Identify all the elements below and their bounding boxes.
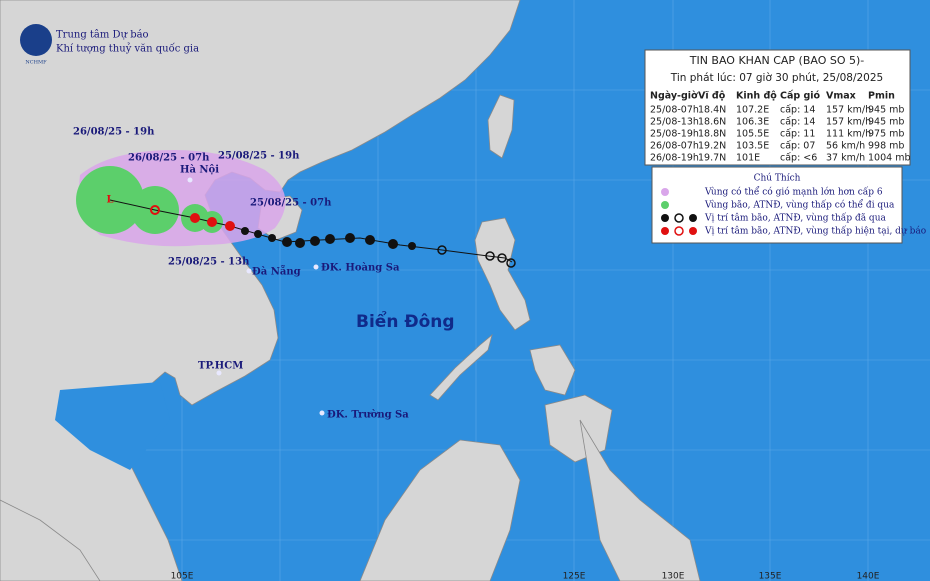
logo bbox=[20, 24, 52, 56]
table-cell: 975 mb bbox=[868, 129, 904, 140]
table-cell: 105.5E bbox=[736, 129, 769, 140]
table-cell: 103.5E bbox=[736, 141, 769, 152]
table-cell: 945 mb bbox=[868, 105, 904, 116]
legend-item: Vùng có thể có gió mạnh lớn hơn cấp 6 bbox=[704, 186, 883, 198]
org-line: Khí tượng thuỷ văn quốc gia bbox=[56, 44, 199, 55]
table-cell: 25/08-07h bbox=[650, 105, 699, 116]
legend-icon bbox=[661, 188, 669, 196]
forecast-label: 25/08/25 - 19h bbox=[218, 151, 300, 162]
table-cell: 19.2N bbox=[698, 141, 726, 152]
table-cell: 56 km/h bbox=[826, 141, 865, 152]
bulletin-issued: Tin phát lúc: 07 giờ 30 phút, 25/08/2025 bbox=[670, 72, 883, 84]
forecast-label: 26/08/25 - 19h bbox=[73, 127, 155, 138]
forecast-label: 25/08/25 - 13h bbox=[168, 257, 250, 268]
table-cell: 25/08-13h bbox=[650, 117, 699, 128]
place-label: ĐK. Trường Sa bbox=[327, 410, 409, 421]
forecast-positions: L bbox=[106, 195, 235, 231]
table-cell: cấp: 11 bbox=[780, 129, 815, 140]
city-dots bbox=[187, 177, 325, 416]
legend-icon bbox=[661, 213, 697, 223]
place-label: Hà Nội bbox=[180, 165, 219, 176]
legend-title: Chú Thích bbox=[754, 173, 801, 184]
longitude-label: 135E bbox=[759, 572, 782, 581]
longitude-label: 125E bbox=[563, 572, 586, 581]
table-cell: 25/08-19h bbox=[650, 129, 699, 140]
table-cell: 26/08-19h bbox=[650, 153, 699, 164]
past-low bbox=[437, 245, 516, 268]
table-cell: 37 km/h bbox=[826, 153, 865, 164]
bulletin-box bbox=[644, 49, 911, 166]
land bbox=[0, 0, 701, 581]
legend-item: Vùng bão, ATNĐ, vùng thấp có thể đi qua bbox=[704, 199, 895, 211]
past-positions bbox=[241, 227, 416, 250]
bulletin-title: TIN BAO KHAN CAP (BAO SO 5)- bbox=[689, 54, 865, 67]
legend-icon bbox=[661, 201, 669, 209]
legend-item: Vị trí tâm bão, ATNĐ, vùng thấp đã qua bbox=[704, 213, 886, 224]
longitude-labels: 105E 125E 130E 135E 140E bbox=[171, 572, 880, 581]
table-cell: cấp: 07 bbox=[780, 141, 815, 152]
table-header: Kinh độ bbox=[736, 91, 777, 102]
table-cell: 101E bbox=[736, 153, 760, 164]
table-cell: 18.4N bbox=[698, 105, 726, 116]
table-cell: cấp: 14 bbox=[780, 117, 815, 128]
table-cell: 157 km/h bbox=[826, 117, 871, 128]
table-cell: 18.6N bbox=[698, 117, 726, 128]
gulf-of-thailand bbox=[55, 382, 170, 470]
table-header: Cấp gió bbox=[780, 91, 821, 102]
table-cell: 998 mb bbox=[868, 141, 904, 152]
table-cell: 26/08-07h bbox=[650, 141, 699, 152]
table-cell: 111 km/h bbox=[826, 129, 871, 140]
table-header: Pmin bbox=[868, 91, 895, 102]
longitude-label: 140E bbox=[857, 572, 880, 581]
longitude-label: 105E bbox=[171, 572, 194, 581]
svg-text:L: L bbox=[106, 195, 113, 206]
table-cell: cấp: 14 bbox=[780, 105, 815, 116]
table-cell: 107.2E bbox=[736, 105, 769, 116]
org-line: Trung tâm Dự báo bbox=[56, 30, 149, 41]
longitude-label: 130E bbox=[662, 572, 685, 581]
table-header: Vmax bbox=[826, 91, 856, 102]
table-cell: cấp: <6 bbox=[780, 153, 817, 164]
table-header: Ngày-giờ bbox=[650, 91, 698, 102]
sea-label: Biển Đông bbox=[356, 310, 455, 332]
place-label: ĐK. Hoàng Sa bbox=[321, 263, 400, 274]
table-cell: 1004 mb bbox=[868, 153, 910, 164]
table-cell: 106.3E bbox=[736, 117, 769, 128]
logo-text: NCHMF bbox=[25, 60, 47, 66]
table-cell: 945 mb bbox=[868, 117, 904, 128]
table-header: Vĩ độ bbox=[698, 91, 726, 102]
table-cell: 19.7N bbox=[698, 153, 726, 164]
table-cell: 18.8N bbox=[698, 129, 726, 140]
legend-item: Vị trí tâm bão, ATNĐ, vùng thấp hiện tại… bbox=[704, 226, 926, 237]
place-label: TP.HCM bbox=[198, 361, 243, 372]
table-cell: 157 km/h bbox=[826, 105, 871, 116]
place-label: Đà Nẵng bbox=[252, 266, 301, 278]
forecast-label: 26/08/25 - 07h bbox=[128, 153, 210, 164]
bulletin-table: Ngày-giờ Vĩ độ Kinh độ Cấp gió Vmax Pmin 25/08… bbox=[650, 91, 910, 164]
forecast-label: 25/08/25 - 07h bbox=[250, 198, 332, 209]
legend-icon bbox=[661, 226, 697, 236]
